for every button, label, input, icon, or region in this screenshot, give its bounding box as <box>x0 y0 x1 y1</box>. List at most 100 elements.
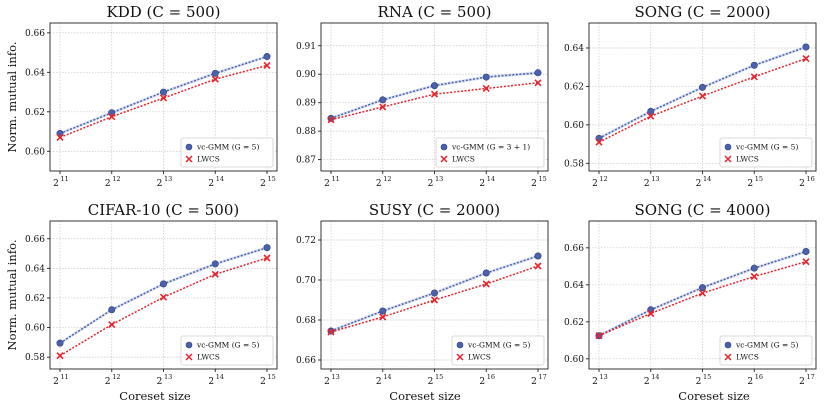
data-point <box>534 79 542 87</box>
series-line <box>59 64 268 139</box>
y-tick-label: 0.91 <box>296 42 316 52</box>
data-point <box>160 280 168 288</box>
data-point <box>430 90 439 98</box>
data-point <box>56 133 64 142</box>
chart-title: SUSY (C = 2000) <box>369 201 500 219</box>
data-point <box>263 244 271 252</box>
series-band <box>331 71 538 120</box>
data-point <box>482 84 490 93</box>
x-tick-exponent: 15 <box>755 175 763 183</box>
legend-label: vc-GMM (G = 5) <box>735 341 798 350</box>
data-point <box>108 306 116 314</box>
data-point <box>159 94 168 102</box>
series-line <box>59 55 268 135</box>
legend-marker <box>185 353 193 361</box>
series-band <box>599 45 806 140</box>
x-tick-exponent: 13 <box>435 175 443 183</box>
x-tick-exponent: 11 <box>61 373 69 381</box>
data-point <box>698 92 707 100</box>
x-tick-label: 2 <box>428 377 434 387</box>
x-tick-label: 2 <box>696 179 702 189</box>
chart-panel-3: SONG (C = 2000)0.580.600.620.642 12 2 13 2 14… <box>564 3 817 189</box>
figure-ylabel-bottom: Norm. mutual info. <box>5 240 19 351</box>
data-point <box>379 96 387 104</box>
x-tick-label: 2 <box>644 179 650 189</box>
data-point <box>698 289 707 297</box>
y-tick-label: 0.64 <box>564 44 584 54</box>
x-tick-label: 2 <box>531 377 537 387</box>
x-tick-exponent: 14 <box>216 175 224 183</box>
x-tick-exponent: 16 <box>487 373 495 381</box>
data-point <box>379 103 387 111</box>
x-tick-label: 2 <box>105 377 111 387</box>
y-tick-label: 0.72 <box>296 236 316 246</box>
data-point <box>211 260 219 268</box>
legend-label: LWCS <box>736 155 759 164</box>
x-tick-exponent: 15 <box>539 175 547 183</box>
x-tick-label: 2 <box>157 377 163 387</box>
data-point <box>750 73 758 81</box>
data-point <box>263 254 271 262</box>
legend-label: LWCS <box>197 155 220 164</box>
x-tick-label: 2 <box>479 179 485 189</box>
data-point <box>327 328 335 336</box>
data-point <box>430 296 439 304</box>
y-tick-label: 0.60 <box>564 355 584 365</box>
y-tick-label: 0.62 <box>25 108 45 118</box>
y-tick-label: 0.66 <box>564 244 584 254</box>
y-tick-label: 0.60 <box>25 324 45 334</box>
data-point <box>750 272 758 281</box>
x-tick-exponent: 11 <box>332 175 340 183</box>
x-tick-label: 2 <box>53 179 59 189</box>
x-tick-exponent: 14 <box>383 373 391 381</box>
legend-box <box>180 335 274 366</box>
data-point <box>56 352 64 360</box>
x-tick-exponent: 16 <box>755 373 763 381</box>
y-tick-label: 0.66 <box>296 356 316 366</box>
legend-marker <box>440 155 448 163</box>
legend-marker <box>440 143 448 151</box>
legend-box <box>435 137 545 168</box>
legend-box <box>180 137 274 168</box>
chart-title: CIFAR-10 (C = 500) <box>88 201 239 219</box>
figure-xlabel-right: Coreset size <box>678 389 750 403</box>
y-tick-label: 0.58 <box>25 353 45 363</box>
x-tick-label: 2 <box>747 377 753 387</box>
figure-ylabel-top: Norm. mutual info. <box>5 42 19 153</box>
x-tick-label: 2 <box>531 179 537 189</box>
series-line <box>598 250 807 337</box>
x-tick-exponent: 12 <box>383 175 391 183</box>
x-tick-label: 2 <box>260 377 266 387</box>
legend-box <box>719 137 813 168</box>
legend-label: vc-GMM (G = 3 + 1) <box>451 143 530 152</box>
x-tick-exponent: 15 <box>268 175 276 183</box>
x-tick-exponent: 12 <box>112 175 120 183</box>
legend-marker <box>185 341 193 349</box>
data-point <box>263 61 271 69</box>
chart-title: RNA (C = 500) <box>378 3 492 21</box>
data-point <box>160 88 168 96</box>
legend-marker <box>185 155 193 163</box>
data-point <box>159 293 168 301</box>
chart-panel-1: KDD (C = 500)0.600.620.640.662 11 2 12 2 13 2 1… <box>25 3 278 189</box>
data-point <box>534 252 542 260</box>
data-point <box>802 258 810 266</box>
chart-panel-5: SUSY (C = 2000)0.660.680.700.722 13 2 14 2 15… <box>296 201 549 387</box>
chart-title: KDD (C = 500) <box>107 3 221 21</box>
x-tick-label: 2 <box>376 377 382 387</box>
chart-panel-6: SONG (C = 4000)0.600.620.640.662 13 2 14 2 15… <box>564 201 817 387</box>
data-point <box>430 289 438 297</box>
data-point <box>327 116 335 124</box>
x-tick-label: 2 <box>324 377 330 387</box>
x-tick-exponent: 17 <box>539 373 547 381</box>
x-tick-exponent: 14 <box>651 373 659 381</box>
y-tick-label: 0.68 <box>296 316 316 326</box>
x-tick-label: 2 <box>208 179 214 189</box>
x-tick-label: 2 <box>592 377 598 387</box>
legend-label: LWCS <box>468 353 491 362</box>
data-point <box>211 270 219 278</box>
x-tick-label: 2 <box>260 179 266 189</box>
y-tick-label: 0.64 <box>25 264 45 274</box>
x-tick-exponent: 15 <box>268 373 276 381</box>
x-tick-exponent: 13 <box>164 373 172 381</box>
